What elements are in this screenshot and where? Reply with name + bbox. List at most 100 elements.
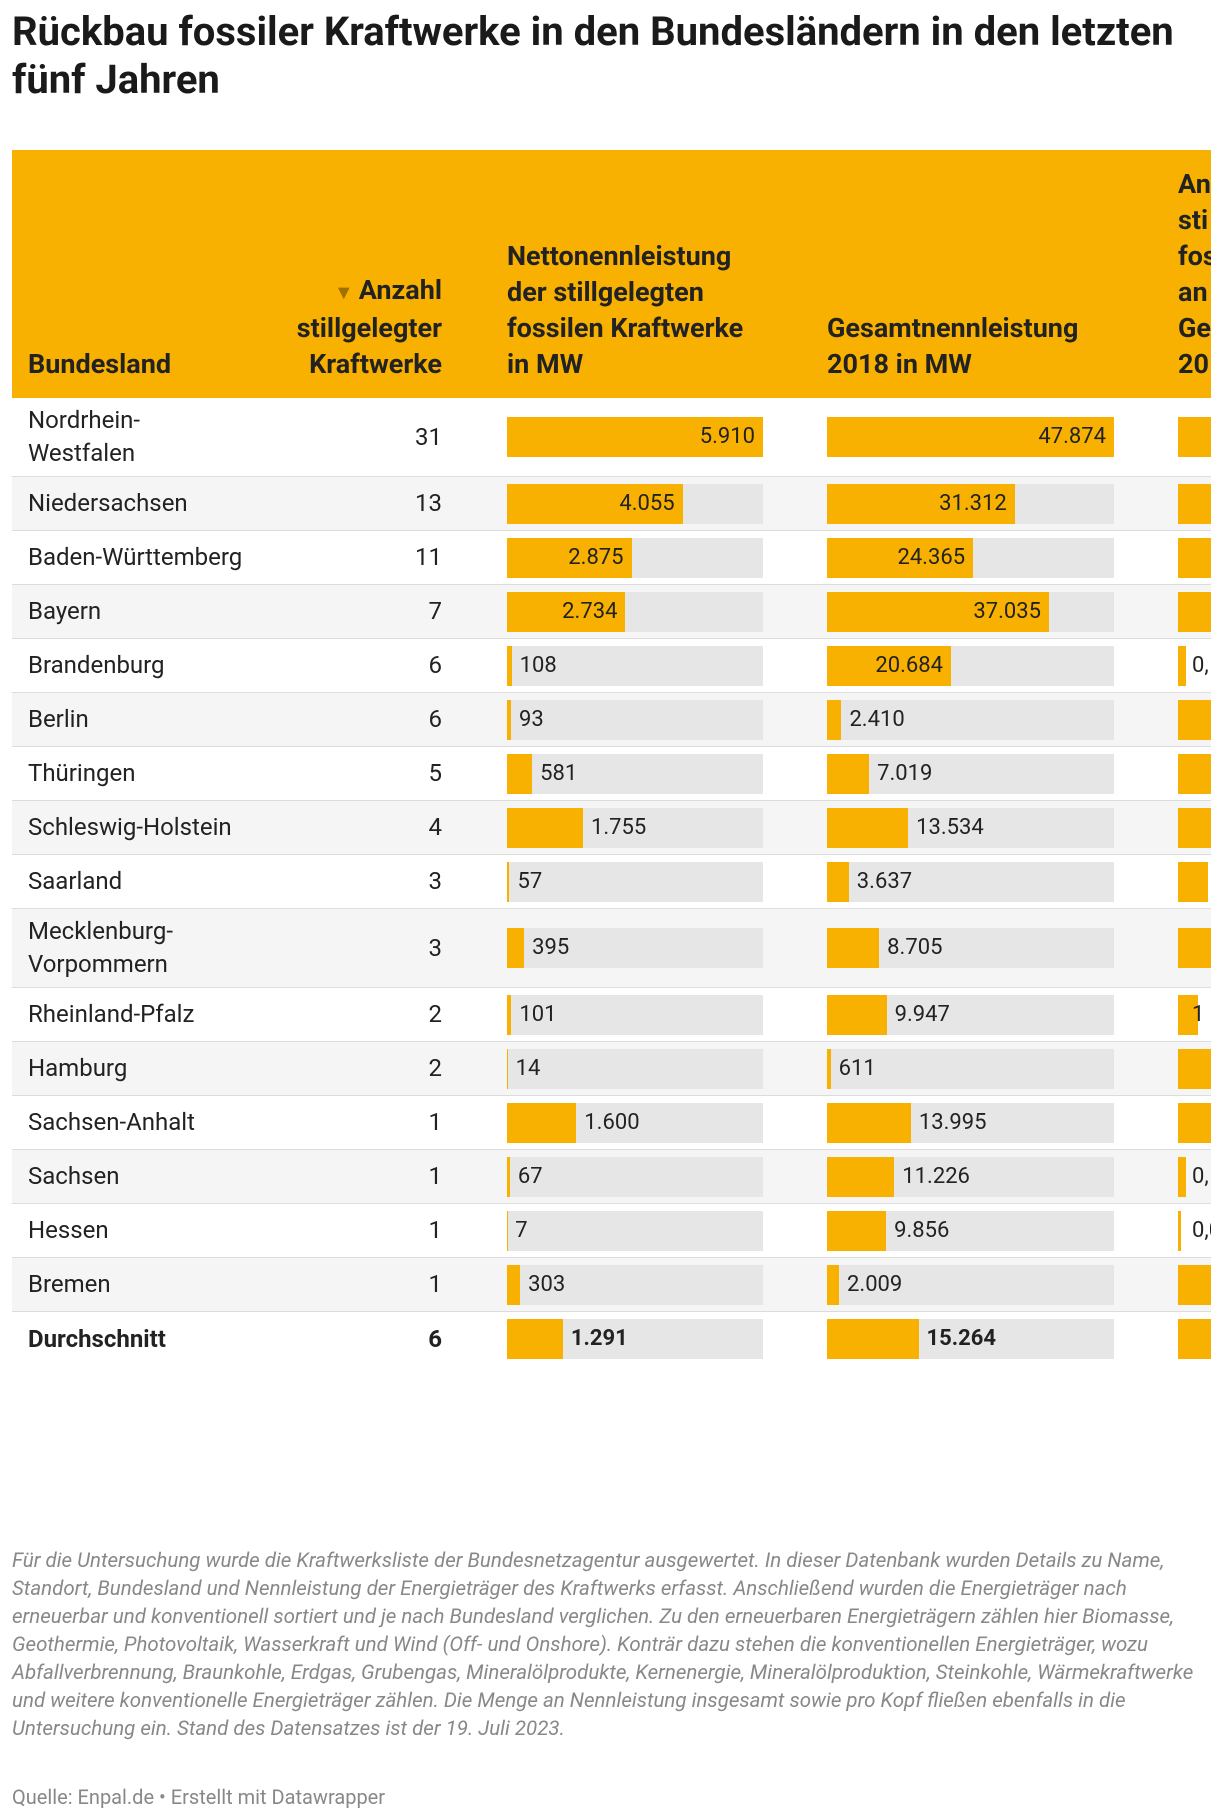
cell-bundesland: Hessen — [28, 1216, 109, 1244]
cell-gesamt: 3.637 — [783, 861, 1114, 902]
bar — [507, 1048, 508, 1089]
bar — [827, 807, 909, 848]
value-label: 8.705 — [887, 935, 943, 960]
cell-netto: 2.734 — [458, 591, 783, 632]
header-cell[interactable]: ▼ Anzahl stillgelegter Kraftwerke — [244, 272, 458, 382]
clipped-label: 1 — [1192, 1001, 1205, 1027]
header-cell[interactable]: An sti fos an Ge 20 — [1114, 166, 1211, 382]
cell-gesamt: 9.856 — [783, 1210, 1114, 1251]
title: Rückbau fossiler Kraftwerke in den Bunde… — [12, 8, 1174, 103]
table-body: Nordrhein-Westfalen 31 5.910 47.874 Niedersa… — [12, 398, 1211, 1366]
cell-clipped — [1114, 753, 1211, 794]
clipped-fill — [1178, 753, 1211, 794]
bar — [507, 591, 626, 632]
cell-netto: 14 — [458, 1048, 783, 1089]
cell-netto: 4.055 — [458, 483, 783, 524]
bar-track: 2.875 — [507, 537, 763, 578]
bar — [827, 928, 880, 968]
cell-clipped — [1114, 699, 1211, 740]
bar-track: 24.365 — [827, 537, 1114, 578]
bar-track: 11.226 — [827, 1156, 1114, 1197]
clipped-bar: 0, — [1178, 1156, 1211, 1197]
clipped-bar — [1178, 928, 1211, 968]
cell-anzahl: 3 — [428, 933, 443, 962]
header-text: Nettonennleistung der stillgelegten foss… — [507, 240, 744, 380]
header-cell[interactable]: Nettonennleistung der stillgelegten foss… — [458, 238, 783, 382]
cell-bundesland: Sachsen — [28, 1162, 120, 1190]
cell-netto: 7 — [458, 1210, 783, 1251]
table-row: Bayern 7 2.734 37.035 — [12, 585, 1211, 639]
cell-gesamt: 7.019 — [783, 753, 1114, 794]
table-header: Bundesland ▼ Anzahl stillgelegter Kraftw… — [12, 150, 1211, 398]
bar — [827, 1048, 831, 1089]
cell-clipped — [1114, 483, 1211, 524]
table-row: Baden-Württemberg 11 2.875 24.365 — [12, 531, 1211, 585]
clipped-fill — [1178, 1264, 1211, 1305]
clipped-fill — [1178, 994, 1198, 1035]
clipped-label: 0, — [1192, 652, 1209, 678]
cell-clipped: 0, — [1114, 645, 1211, 686]
clipped-bar — [1178, 1264, 1211, 1305]
bar — [827, 417, 1114, 457]
bar-track: 2.009 — [827, 1264, 1114, 1305]
value-label: 3.637 — [856, 868, 913, 894]
cell-anzahl: 13 — [415, 489, 442, 517]
table-row: Niedersachsen 13 4.055 31.312 — [12, 477, 1211, 531]
header-cell[interactable]: Bundesland — [28, 348, 172, 380]
value-label: 7 — [515, 1217, 528, 1243]
bar — [827, 591, 1050, 632]
clipped-fill — [1178, 537, 1211, 578]
cell-clipped — [1114, 928, 1211, 968]
cell-gesamt: 2.410 — [783, 699, 1114, 740]
bar-track: 13.534 — [827, 807, 1114, 848]
bar — [827, 537, 974, 578]
cell-bundesland: Baden-Württemberg — [28, 543, 243, 571]
clipped-bar — [1178, 699, 1211, 740]
cell-netto: 581 — [458, 753, 783, 794]
header-fragment: Ge — [1178, 312, 1211, 344]
bar — [507, 928, 525, 968]
bar — [827, 1102, 911, 1143]
cell-gesamt: 24.365 — [783, 537, 1114, 578]
clipped-fill — [1178, 699, 1211, 740]
bar-track: 57 — [507, 861, 763, 902]
value-label: 13.534 — [916, 814, 984, 840]
table-row: Sachsen 1 67 11.226 0, — [12, 1150, 1211, 1204]
cell-anzahl: 6 — [428, 651, 443, 679]
value-label: 2.009 — [847, 1271, 903, 1297]
value-label: 93 — [519, 706, 544, 732]
cell-netto: 395 — [458, 928, 783, 968]
bar-track: 395 — [507, 928, 763, 968]
bar-track: 2.734 — [507, 591, 763, 632]
cell-gesamt: 611 — [783, 1048, 1114, 1089]
clipped-bar: 1 — [1178, 994, 1211, 1035]
clipped-fill — [1178, 1156, 1186, 1197]
bar-track: 5.910 — [507, 417, 763, 457]
header-cell[interactable]: Gesamtnennleistung 2018 in MW — [783, 310, 1114, 382]
cell-clipped — [1114, 417, 1211, 457]
clipped-bar — [1178, 861, 1211, 902]
table-row: Bremen 1 303 2.009 — [12, 1258, 1211, 1312]
cell-gesamt: 37.035 — [783, 591, 1114, 632]
cell-gesamt: 11.226 — [783, 1156, 1114, 1197]
bar — [507, 1102, 577, 1143]
cell-bundesland: Thüringen — [28, 759, 136, 787]
cell-anzahl: 1 — [428, 1270, 443, 1298]
value-label: 1.755 — [591, 814, 647, 840]
value-label: 2.875 — [568, 544, 624, 570]
cell-clipped — [1114, 591, 1211, 632]
value-label: 101 — [519, 1001, 557, 1027]
bar-track: 4.055 — [507, 483, 763, 524]
header-fragment: 20 — [1178, 348, 1209, 380]
bar-track: 581 — [507, 753, 763, 794]
value-label: 24.365 — [897, 544, 966, 570]
cell-bundesland: Nordrhein-Westfalen — [28, 406, 141, 467]
bar — [827, 1210, 887, 1251]
cell-netto: 1.291 — [458, 1319, 783, 1359]
table-row: Durchschnitt 6 1.291 15.264 — [12, 1312, 1211, 1366]
value-label: 4.055 — [619, 490, 675, 516]
cell-gesamt: 20.684 — [783, 645, 1114, 686]
bar — [827, 645, 951, 686]
clipped-bar — [1178, 483, 1211, 524]
